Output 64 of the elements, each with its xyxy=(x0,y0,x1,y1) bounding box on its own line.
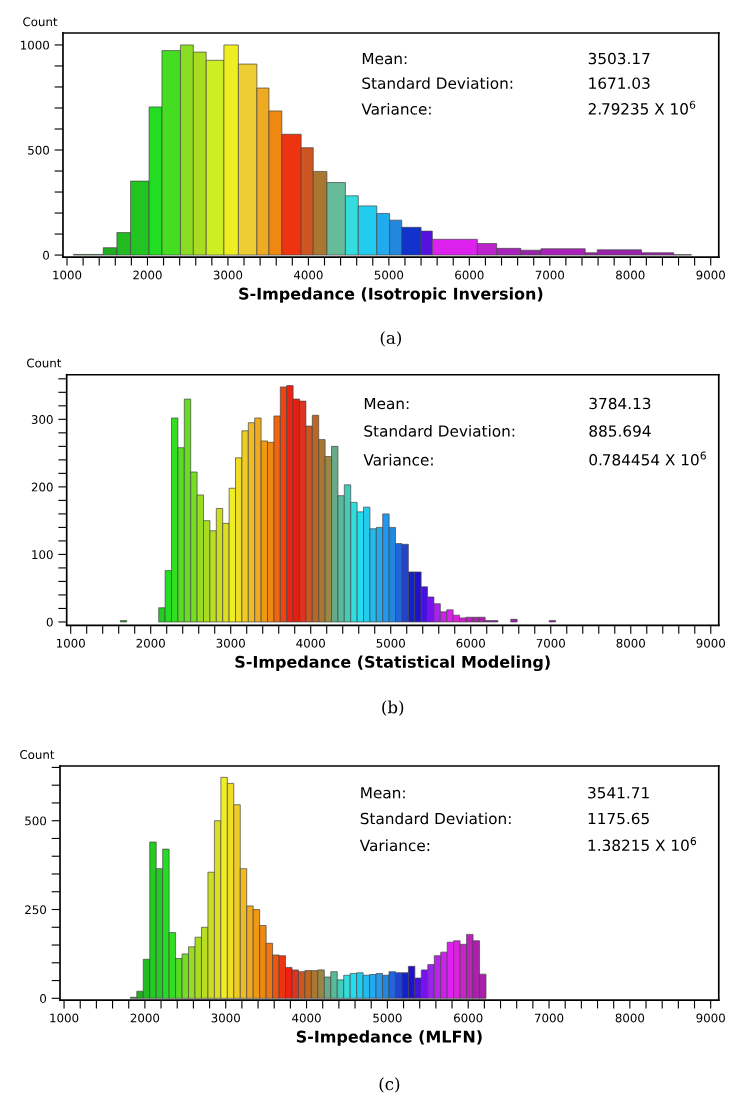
annotation: Variance: xyxy=(359,839,430,852)
x-tick-label: 8000 xyxy=(615,1013,645,1023)
annotation: Standard Deviation: xyxy=(360,812,511,825)
annotation: Variance: xyxy=(361,102,431,115)
y-tick-label: 500 xyxy=(28,145,50,155)
x-tick-label: 9000 xyxy=(696,638,726,648)
text: (a) xyxy=(380,331,402,347)
annotation: 3503.17 xyxy=(588,52,650,65)
x-tick-label: 3000 xyxy=(211,1013,240,1023)
y-tick-label: 100 xyxy=(32,550,53,560)
x-tick-label: 7000 xyxy=(534,1013,564,1023)
annotation: Standard Deviation: xyxy=(364,425,515,437)
x-tick-label: 9000 xyxy=(696,1013,725,1023)
x-tick-label: 3000 xyxy=(213,270,243,280)
y-tick-label: 0 xyxy=(40,994,47,1003)
text: (c) xyxy=(379,1077,400,1093)
x-tick-label: 8000 xyxy=(616,270,645,280)
y-axis-title: Count xyxy=(23,17,58,27)
annotation: Mean: xyxy=(364,397,409,410)
annotation: Standard Deviation: xyxy=(362,77,513,89)
x-tick-label: 6000 xyxy=(456,638,485,648)
annotation: 885.694 xyxy=(589,425,651,437)
x-tick-label: 6000 xyxy=(454,1013,483,1023)
annotation: 3541.71 xyxy=(588,786,649,799)
annotation: 2.79235 X 10$^{6}$ xyxy=(588,100,696,115)
x-tick-label: 1000 xyxy=(56,638,85,648)
x-tick-label: 4000 xyxy=(296,638,325,648)
annotation: Variance: xyxy=(363,453,433,466)
x-tick-label: 2000 xyxy=(130,1013,160,1023)
x-tick-label: 1000 xyxy=(53,270,82,280)
x-axis-title: S-Impedance (MLFN) xyxy=(296,1030,482,1046)
x-tick-label: 2000 xyxy=(136,638,165,648)
x-tick-label: 9000 xyxy=(696,270,725,280)
annotation: Mean: xyxy=(361,787,405,799)
x-tick-label: 5000 xyxy=(374,270,404,280)
x-tick-label: 8000 xyxy=(616,638,645,648)
x-tick-label: 4000 xyxy=(292,1013,321,1023)
y-tick-label: 0 xyxy=(43,250,50,260)
y-tick-label: 1000 xyxy=(21,40,50,50)
annotation: 0.784454 X 10$^{6}$ xyxy=(589,451,706,466)
y-tick-label: 250 xyxy=(25,905,47,915)
y-axis-title: Count xyxy=(20,750,55,760)
x-tick-label: 5000 xyxy=(373,1013,402,1023)
x-tick-label: 7000 xyxy=(536,638,565,648)
y-tick-label: 500 xyxy=(25,816,47,826)
annotation: 1175.65 xyxy=(588,812,649,825)
annotation: 1.38215 X 10$^{6}$ xyxy=(588,837,697,852)
x-tick-label: 5000 xyxy=(376,638,405,648)
annotation: 1671.03 xyxy=(589,77,650,89)
x-tick-label: 6000 xyxy=(455,270,484,280)
y-tick-label: 0 xyxy=(46,617,53,627)
x-tick-label: 3000 xyxy=(216,638,245,648)
x-tick-label: 4000 xyxy=(293,270,323,280)
x-tick-label: 1000 xyxy=(50,1013,79,1023)
annotation: 3784.13 xyxy=(589,397,651,410)
x-tick-label: 2000 xyxy=(133,270,162,280)
y-tick-label: 200 xyxy=(31,482,53,492)
text: (b) xyxy=(382,700,404,716)
annotation: Mean: xyxy=(362,52,407,65)
x-tick-label: 7000 xyxy=(535,270,565,280)
y-tick-label: 300 xyxy=(31,415,53,424)
x-axis-title: S-Impedance (Isotropic Inversion) xyxy=(239,287,543,303)
x-axis-title: S-Impedance (Statistical Modeling) xyxy=(235,655,550,672)
y-axis-title: Count xyxy=(27,358,62,368)
